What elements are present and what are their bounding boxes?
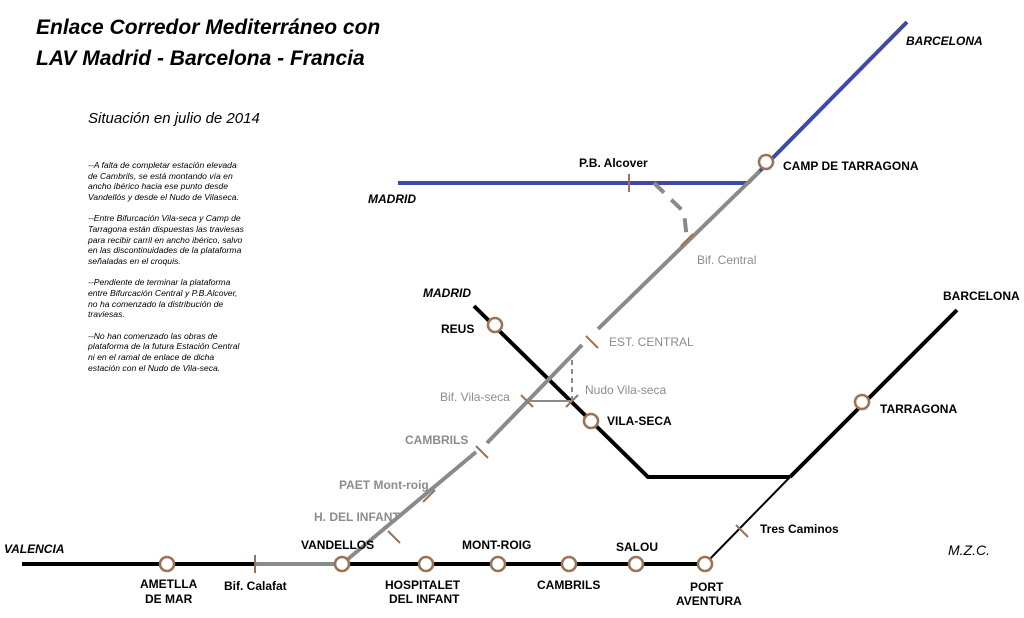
label-cambrils-coast: CAMBRILS <box>537 578 600 592</box>
station-salou[interactable] <box>627 555 645 573</box>
label-barcelona-conv: BARCELONA <box>943 289 1020 303</box>
map-subtitle: Situación en julio de 2014 <box>88 110 260 127</box>
note-4: --No han comenzado las obras de platafor… <box>88 330 240 373</box>
label-vila-seca: VILA-SECA <box>607 414 672 428</box>
h-del-infant-tick <box>387 530 401 544</box>
nudo-vila-seca-tick <box>565 394 579 408</box>
label-vandellos: VANDELLOS <box>301 538 374 552</box>
corredor-mediterraneo-new-line <box>255 169 762 566</box>
station-port-aventura[interactable] <box>696 555 714 573</box>
label-barcelona-lav: BARCELONA <box>906 34 983 48</box>
lav-madrid-barcelona-line <box>398 20 909 185</box>
label-salou: SALOU <box>616 540 658 554</box>
label-ametlla-line2: DE MAR <box>145 592 193 606</box>
note-2: --Entre Bifurcación Vila-seca y Camp de … <box>88 213 244 266</box>
notes-block: --A falta de completar estación elevada … <box>88 160 248 384</box>
cambrils-estcentral-segment <box>485 343 584 445</box>
map-title-line-2: LAV Madrid - Barcelona - Francia <box>36 47 365 70</box>
label-paet-mont-roig: PAET Mont-roig <box>339 478 429 492</box>
label-valencia: VALENCIA <box>4 542 64 556</box>
station-hospitalet-del-infant[interactable] <box>417 555 435 573</box>
station-camp-de-tarragona[interactable] <box>757 153 775 171</box>
label-mont-roig: MONT-ROIG <box>462 538 531 552</box>
tarragona-barcelona-line <box>788 308 959 479</box>
bif-vila-seca-tick <box>520 394 534 408</box>
author-credit: M.Z.C. <box>948 542 990 558</box>
station-mont-roig[interactable] <box>489 555 507 573</box>
label-reus: REUS <box>441 322 474 336</box>
est-central-tick <box>585 335 599 349</box>
label-est-central: EST. CENTRAL <box>609 335 694 349</box>
label-cambrils-new: CAMBRILS <box>405 433 468 447</box>
label-bif-central: Bif. Central <box>697 253 756 267</box>
junction-ticks <box>254 174 749 573</box>
madrid-reus-vilaseca-line <box>472 304 790 479</box>
label-hospitalet-line1: HOSPITALET <box>385 578 461 592</box>
label-hospitalet-line2: DEL INFANT <box>389 592 460 606</box>
label-port-aventura-line1: PORT <box>690 580 724 594</box>
bif-central-alcover-link <box>652 181 689 241</box>
label-bif-calafat: Bif. Calafat <box>224 579 287 593</box>
estcentral-camp-segment <box>596 169 762 331</box>
label-pb-alcover: P.B. Alcover <box>579 156 648 170</box>
vandellos-cambrils-segment <box>340 450 478 566</box>
lav-barcelona-segment <box>746 20 909 185</box>
station-vandellos[interactable] <box>333 555 351 573</box>
cambrils-new-tick <box>475 445 489 459</box>
label-camp-de-tarragona: CAMP DE TARRAGONA <box>783 159 919 173</box>
tres-caminos-tick <box>735 524 749 538</box>
bif-central-tick <box>680 233 694 247</box>
note-3: --Pendiente de terminar la plataforma en… <box>88 277 238 320</box>
station-vila-seca[interactable] <box>582 412 600 430</box>
station-reus[interactable] <box>486 316 504 334</box>
label-madrid-lav: MADRID <box>368 192 416 206</box>
label-madrid-conv: MADRID <box>423 286 471 300</box>
tres-caminos-branch <box>704 476 791 565</box>
label-ametlla-line1: AMETLLA <box>140 577 198 591</box>
label-bif-vila-seca: Bif. Vila-seca <box>440 390 510 404</box>
label-tres-caminos: Tres Caminos <box>760 522 839 536</box>
stations <box>158 153 871 573</box>
label-nudo-vila-seca: Nudo Vila-seca <box>585 383 666 397</box>
map-title-line-1: Enlace Corredor Mediterráneo con <box>36 16 381 39</box>
paet-mont-roig-tick <box>422 489 436 503</box>
label-tarragona: TARRAGONA <box>880 402 957 416</box>
station-cambrils[interactable] <box>560 555 578 573</box>
label-port-aventura-line2: AVENTURA <box>676 594 742 608</box>
station-ametlla-de-mar[interactable] <box>158 555 176 573</box>
station-tarragona[interactable] <box>853 393 871 411</box>
note-1: --A falta de completar estación elevada … <box>88 160 239 202</box>
label-h-del-infant: H. DEL INFANT <box>314 510 400 524</box>
